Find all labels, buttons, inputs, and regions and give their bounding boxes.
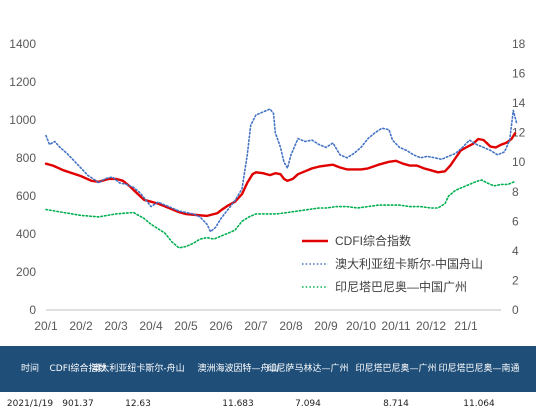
table-header bbox=[0, 346, 536, 392]
table-header-cell: 印尼塔巴尼奥—南通 bbox=[438, 364, 520, 374]
y-left-tick-label: 800 bbox=[16, 151, 36, 165]
y-left-tick-label: 0 bbox=[29, 303, 36, 317]
x-tick-label: 20/12 bbox=[416, 319, 446, 333]
y-left-tick-label: 200 bbox=[16, 265, 36, 279]
y-left-tick-label: 1000 bbox=[9, 113, 36, 127]
x-tick-label: 21/1 bbox=[454, 319, 478, 333]
table-data-cell: 8.714 bbox=[383, 399, 409, 409]
chart-series bbox=[44, 108, 518, 249]
table-data-cell: 11.064 bbox=[463, 399, 495, 409]
y-right-tick-label: 0 bbox=[512, 303, 519, 317]
x-tick-label: 20/8 bbox=[279, 319, 303, 333]
x-tick-label: 20/9 bbox=[314, 319, 338, 333]
table-data-cell: 12.63 bbox=[125, 399, 151, 409]
line-chart: 0 200 400 600 800 1000 1200 1400 0 2 4 6 8 10 12 14 16 18… bbox=[9, 37, 525, 333]
y-left-tick-label: 400 bbox=[16, 227, 36, 241]
table-data-cell: 7.094 bbox=[295, 399, 321, 409]
series-line-2 bbox=[45, 179, 516, 249]
table-header-cell: 澳洲海波因特—舟山 bbox=[197, 364, 279, 374]
x-tick-label: 20/7 bbox=[244, 319, 268, 333]
chart-axes: 0 200 400 600 800 1000 1200 1400 0 2 4 6 8 10 12 14 16 18… bbox=[9, 37, 525, 333]
table-header-cell: 印尼塔巴尼奥—广州 bbox=[355, 364, 437, 374]
x-tick-label: 20/2 bbox=[69, 319, 93, 333]
y-right-tick-label: 4 bbox=[512, 244, 519, 258]
y-left-tick-label: 1200 bbox=[9, 75, 36, 89]
table-header-cell: 时间 bbox=[20, 364, 40, 374]
legend-label-0: CDFI综合指数 bbox=[335, 233, 411, 248]
x-tick-label: 20/1 bbox=[34, 319, 58, 333]
series-line-1 bbox=[45, 108, 518, 233]
y-left-tick-label: 600 bbox=[16, 189, 36, 203]
x-tick-label: 20/11 bbox=[381, 319, 410, 333]
table-header-cell: CDFI综合指数 bbox=[49, 364, 107, 374]
x-tick-label: 20/10 bbox=[346, 319, 376, 333]
table-header-cell: 印尼萨马林达—广州 bbox=[267, 364, 349, 374]
table-data-cell: 2021/1/19 bbox=[6, 399, 54, 409]
table-data-cell: 901.37 bbox=[62, 399, 94, 409]
x-tick-label: 20/5 bbox=[174, 319, 198, 333]
y-left-tick-label: 1400 bbox=[9, 37, 36, 51]
x-tick-label: 20/4 bbox=[139, 319, 163, 333]
x-tick-label: 20/6 bbox=[209, 319, 233, 333]
y-right-tick-label: 6 bbox=[512, 214, 519, 228]
table-header-cell: 澳大利亚纽卡斯尔-舟山 bbox=[91, 364, 185, 374]
y-right-tick-label: 14 bbox=[512, 96, 526, 110]
data-table: 时间 CDFI综合指数 澳大利亚纽卡斯尔-舟山 澳洲海波因特—舟山 印尼萨马林达—广州印… bbox=[0, 346, 536, 418]
legend-label-1: 澳大利亚纽卡斯尔-中国舟山 bbox=[335, 256, 483, 271]
x-tick-label: 20/3 bbox=[104, 319, 128, 333]
y-right-tick-label: 8 bbox=[512, 185, 519, 199]
y-right-tick-label: 16 bbox=[512, 67, 526, 81]
legend-label-2: 印尼塔巴尼奥—中国广州 bbox=[335, 279, 467, 294]
table-data-cell: 11.683 bbox=[222, 399, 254, 409]
y-right-tick-label: 2 bbox=[512, 273, 519, 287]
y-right-tick-label: 18 bbox=[512, 37, 526, 51]
y-right-tick-label: 12 bbox=[512, 126, 526, 140]
y-right-tick-label: 10 bbox=[512, 155, 526, 169]
